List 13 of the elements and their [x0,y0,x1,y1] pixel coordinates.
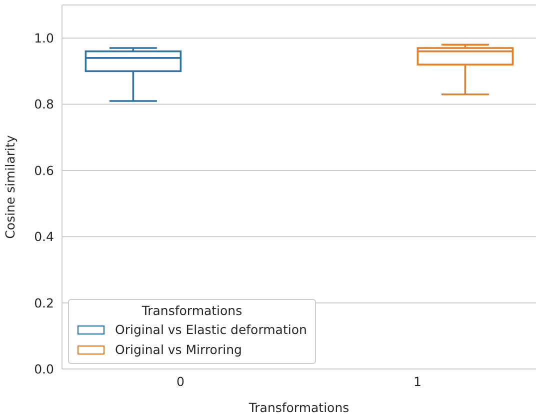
y-tick-label: 1.0 [34,30,54,46]
y-axis-title: Cosine similarity [2,134,18,239]
y-tick-label: 0.2 [34,295,54,310]
x-tick-label: 0 [176,374,185,389]
x-tick-label: 1 [414,374,422,389]
y-tick-label: 0.6 [34,162,54,178]
legend-title: Transformations [140,303,244,318]
y-tick-label: 0.0 [34,361,54,376]
x-axis-title: Transformations [248,400,350,414]
legend-label: Original vs Elastic deformation [115,321,307,339]
legend-label: Original vs Mirroring [115,341,242,359]
y-tick-label: 0.8 [34,96,54,112]
y-tick-label: 0.4 [34,229,54,244]
